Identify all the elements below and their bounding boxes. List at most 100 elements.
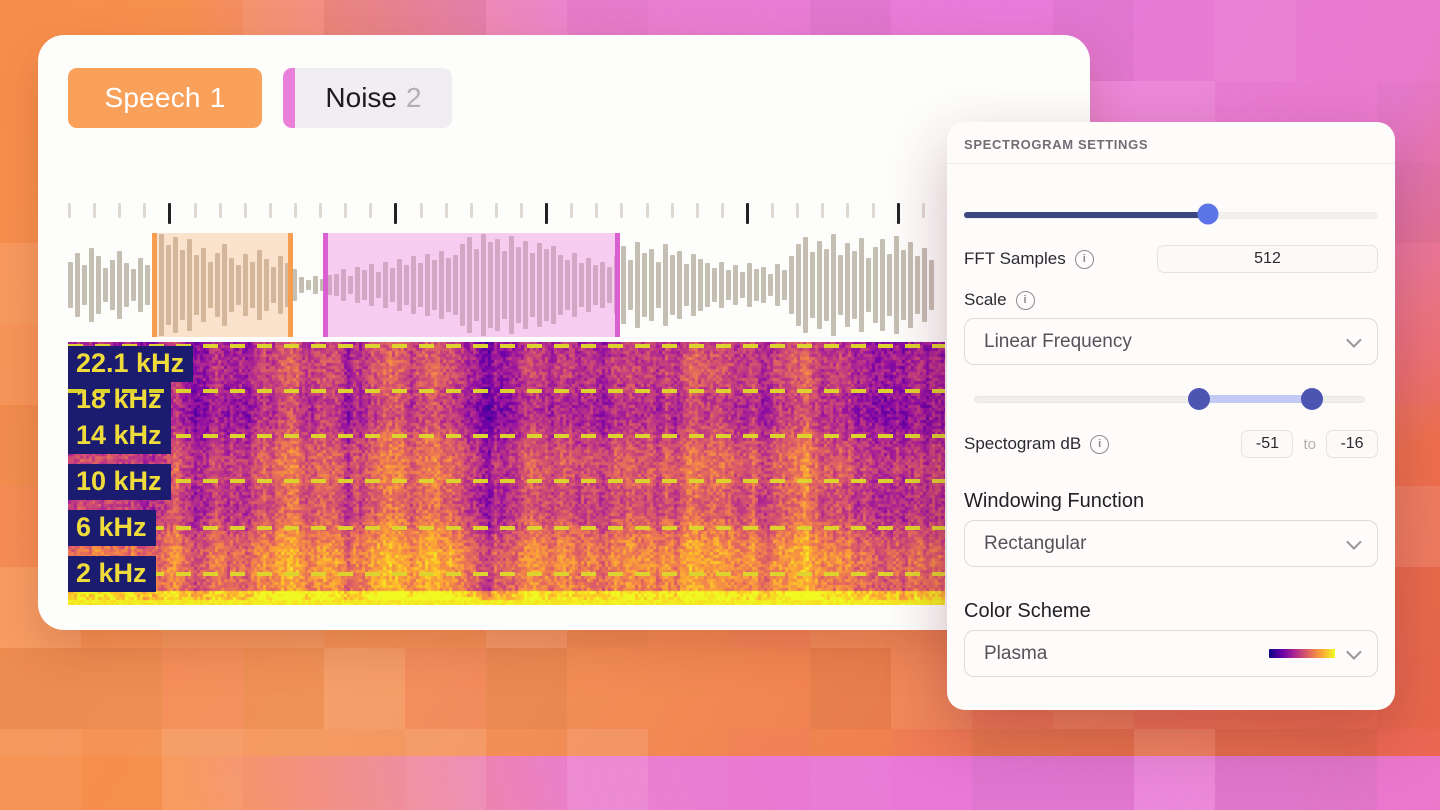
ruler-major-tick — [745, 203, 749, 224]
waveform-bar — [929, 260, 934, 310]
db-max-input[interactable] — [1326, 430, 1378, 458]
tag-speech-number: 1 — [209, 82, 226, 113]
ruler-minor-tick — [670, 203, 674, 218]
waveform-bar — [677, 251, 682, 319]
db-range-active — [1198, 395, 1313, 403]
noise-region[interactable] — [323, 233, 620, 337]
waveform-bar — [796, 244, 801, 326]
fft-info-icon[interactable]: i — [1074, 249, 1094, 269]
ruler-minor-tick — [143, 203, 147, 218]
waveform-bar — [131, 269, 136, 301]
waveform-bar — [782, 270, 787, 300]
waveform-bar — [103, 267, 108, 303]
zoom-slider[interactable] — [964, 203, 1378, 225]
frequency-gridline — [68, 344, 945, 348]
waveform-bar — [250, 262, 255, 308]
waveform-bar — [229, 257, 234, 313]
db-range-handle-high[interactable] — [1301, 388, 1324, 410]
frequency-label: 22.1 kHz — [68, 346, 194, 382]
tag-speech[interactable]: Speech 1 — [68, 68, 262, 128]
timeline-ruler[interactable] — [68, 203, 950, 225]
ruler-minor-tick — [921, 203, 925, 218]
waveform-bar — [698, 259, 703, 311]
db-range-slider[interactable] — [974, 388, 1365, 410]
waveform-bar — [600, 261, 605, 309]
ruler-minor-tick — [344, 203, 348, 218]
ruler-major-tick — [168, 203, 172, 224]
spectrogram[interactable]: 22.1 kHz 18 kHz 14 kHz 10 kHz 6 kHz 2 kHz — [68, 342, 945, 605]
waveform-bar — [642, 252, 647, 318]
fft-samples-input[interactable] — [1157, 245, 1378, 273]
frequency-gridline — [68, 479, 945, 483]
ruler-minor-tick — [93, 203, 97, 218]
waveform-bar — [173, 237, 178, 333]
ruler-minor-tick — [519, 203, 523, 218]
waveform-bar — [537, 243, 542, 327]
waveform-bar — [586, 257, 591, 313]
waveform-bar — [551, 246, 556, 324]
waveform-bar — [166, 245, 171, 325]
chevron-down-icon — [1346, 534, 1362, 550]
waveform-bar — [341, 269, 346, 301]
waveform-bar — [110, 260, 115, 310]
ruler-major-tick — [545, 203, 549, 224]
waveform-bar — [565, 260, 570, 310]
waveform-bar — [544, 248, 549, 322]
waveform-bar — [859, 238, 864, 332]
waveform-bar — [768, 273, 773, 297]
zoom-slider-handle[interactable] — [1197, 203, 1219, 225]
db-min-input[interactable] — [1241, 430, 1294, 458]
chevron-down-icon — [1346, 644, 1362, 660]
waveform[interactable] — [68, 233, 950, 337]
waveform-bar — [838, 254, 843, 316]
scale-dropdown[interactable]: Linear Frequency — [964, 318, 1378, 365]
waveform-bar — [488, 242, 493, 328]
waveform-bar — [89, 248, 94, 322]
waveform-bar — [467, 237, 472, 333]
color-scheme-dropdown[interactable]: Plasma — [964, 630, 1378, 677]
waveform-bar — [222, 244, 227, 326]
ruler-minor-tick — [494, 203, 498, 218]
waveform-bar — [390, 268, 395, 302]
waveform-bar — [684, 264, 689, 306]
waveform-bar — [264, 259, 269, 311]
waveform-bar — [397, 259, 402, 311]
waveform-bar — [887, 253, 892, 317]
waveform-bar — [502, 250, 507, 320]
waveform-bar — [845, 243, 850, 327]
speech-region[interactable] — [152, 233, 293, 337]
waveform-bar — [453, 254, 458, 316]
waveform-bar — [299, 277, 304, 293]
waveform-bar — [670, 254, 675, 316]
waveform-bar — [411, 256, 416, 314]
waveform-bar — [495, 239, 500, 331]
waveform-bar — [803, 237, 808, 333]
waveform-bar — [187, 239, 192, 331]
scale-info-icon[interactable]: i — [1015, 290, 1035, 310]
color-scheme-value: Plasma — [984, 642, 1048, 664]
ruler-minor-tick — [570, 203, 574, 218]
windowing-function-dropdown[interactable]: Rectangular — [964, 520, 1378, 567]
waveform-bar — [663, 244, 668, 326]
waveform-bar — [747, 263, 752, 307]
waveform-bar — [852, 250, 857, 320]
color-scheme-label: Color Scheme — [964, 599, 1091, 622]
waveform-bar — [138, 257, 143, 313]
waveform-bar — [558, 254, 563, 316]
waveform-bar — [369, 264, 374, 306]
tag-noise[interactable]: Noise 2 — [283, 68, 452, 128]
audio-editor-card: Speech 1 Noise 2 22.1 kHz 18 kHz 14 kHz 10 … — [38, 35, 1090, 630]
waveform-bar — [775, 264, 780, 306]
frequency-gridline — [68, 572, 945, 576]
spectrogram-db-info-icon[interactable]: i — [1090, 434, 1110, 454]
waveform-bar — [754, 269, 759, 301]
db-range-handle-low[interactable] — [1187, 388, 1210, 410]
waveform-bar — [75, 252, 80, 318]
ruler-minor-tick — [771, 203, 775, 218]
ruler-minor-tick — [118, 203, 122, 218]
db-range-track[interactable] — [974, 396, 1365, 403]
waveform-bar — [313, 275, 318, 295]
waveform-bar — [432, 260, 437, 310]
waveform-bar — [257, 249, 262, 321]
tag-noise-number: 2 — [406, 82, 422, 113]
